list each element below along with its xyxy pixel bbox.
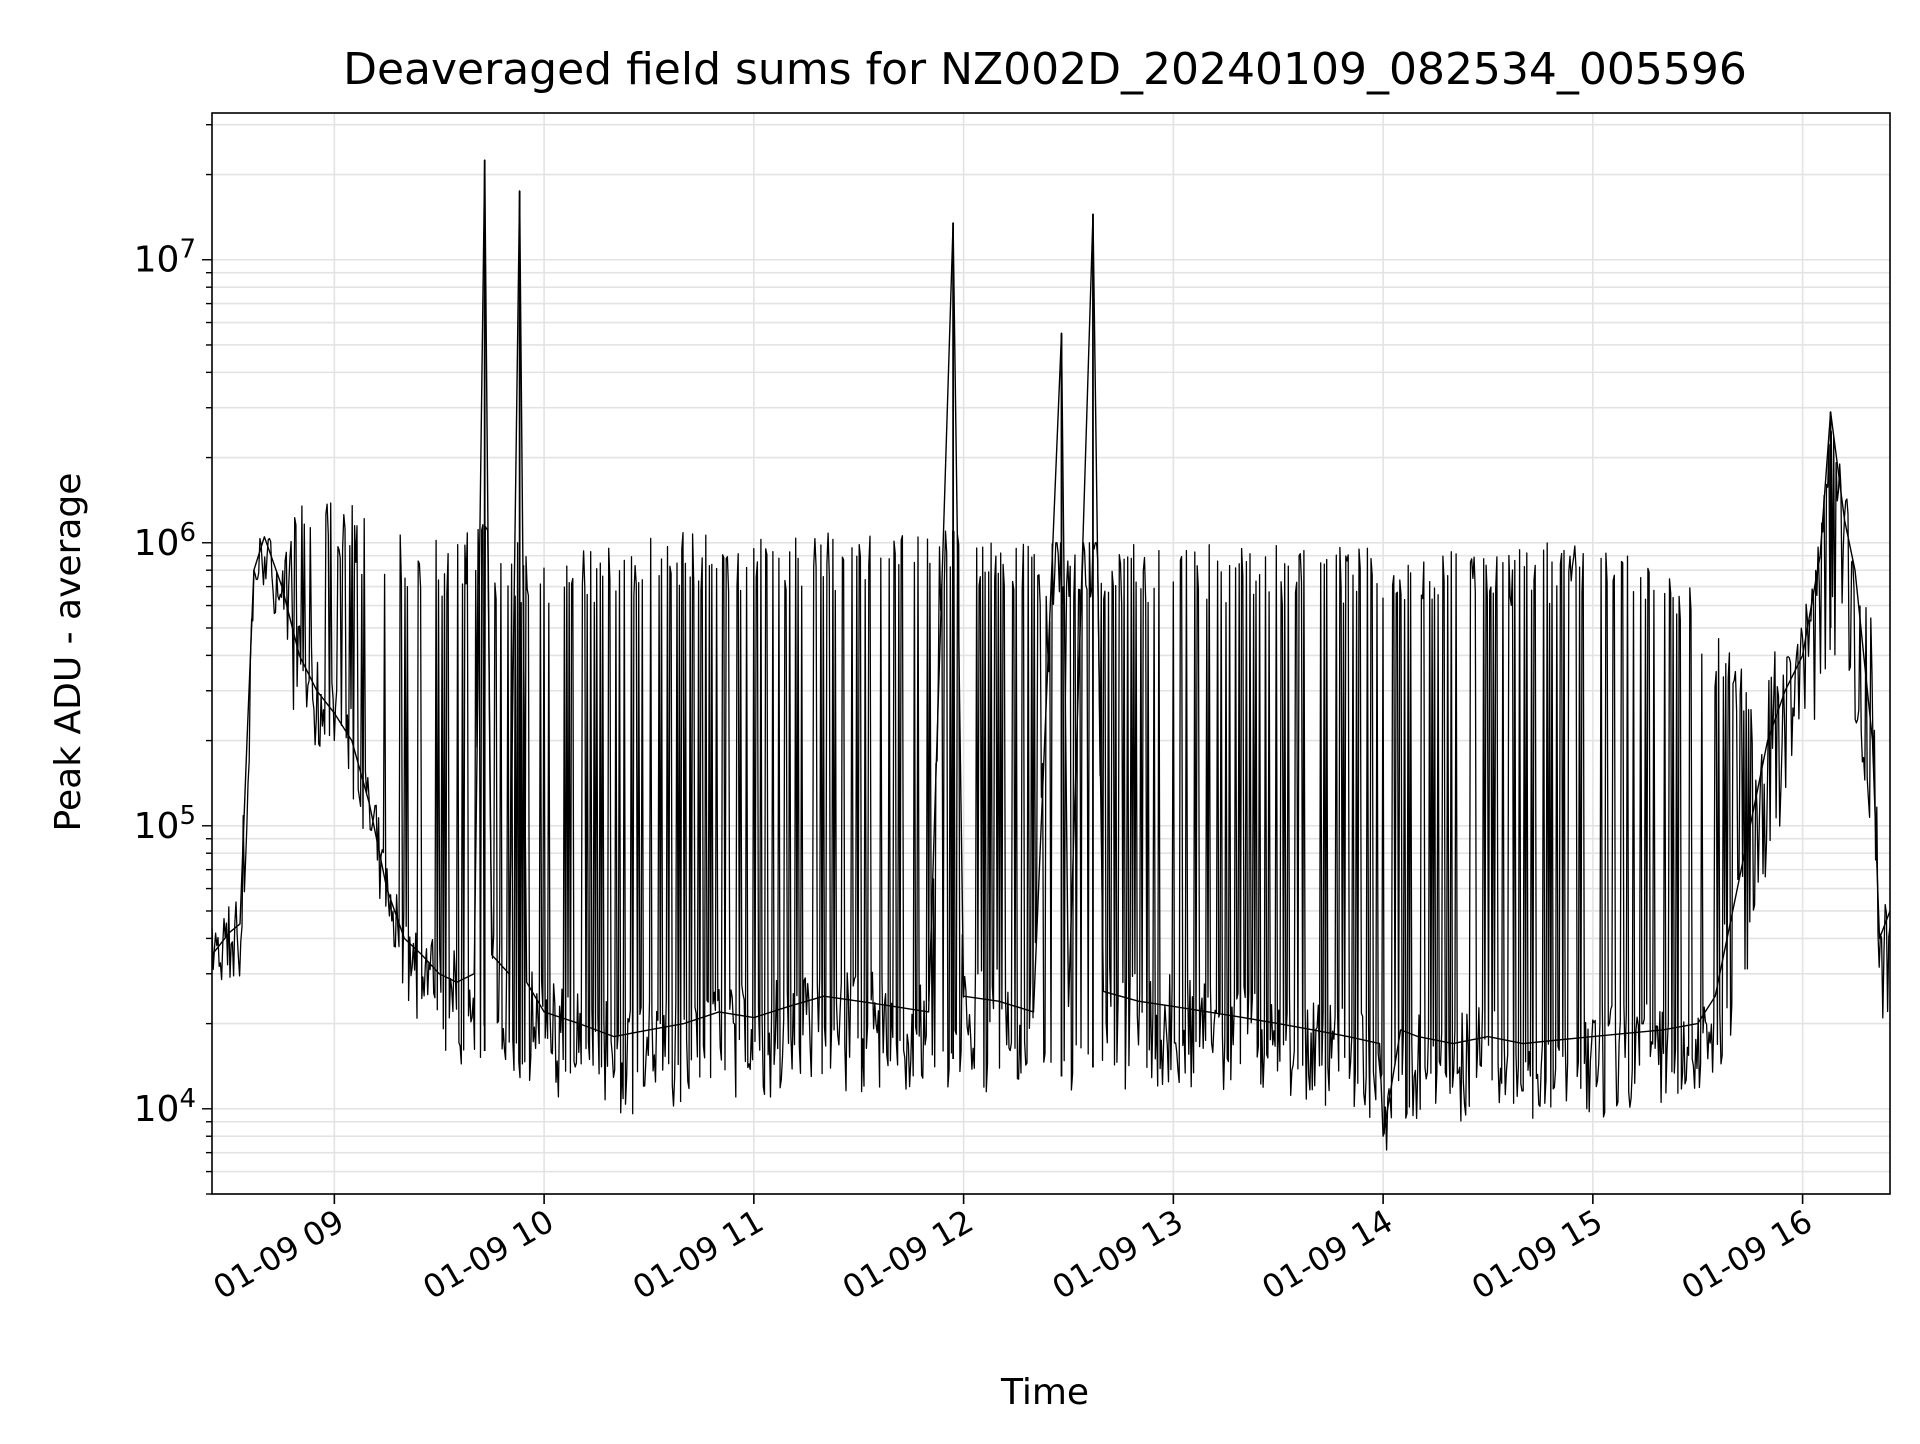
y-tick-exponent: 6 [179,518,196,548]
y-tick-base: 10 [134,523,180,564]
y-tick-label: 106 [134,518,196,564]
y-tick-label: 104 [134,1084,196,1130]
y-tick-label: 107 [134,235,196,281]
series-line [211,159,1891,1137]
y-axis-label: Peak ADU - average [48,473,89,832]
y-tick-label: 105 [134,801,196,847]
plot-area-frame [211,112,1891,1195]
y-tick-base: 10 [134,1089,180,1130]
y-tick-base: 10 [134,240,180,281]
x-axis-label: Time [1000,1372,1089,1413]
y-tick-exponent: 4 [179,1084,196,1114]
series-line-path [211,159,1891,1137]
chart-title: Deaveraged field sums for NZ002D_2024010… [343,44,1747,95]
y-tick-base: 10 [134,806,180,847]
y-tick-exponent: 5 [179,801,196,831]
y-tick-exponent: 7 [179,235,196,265]
